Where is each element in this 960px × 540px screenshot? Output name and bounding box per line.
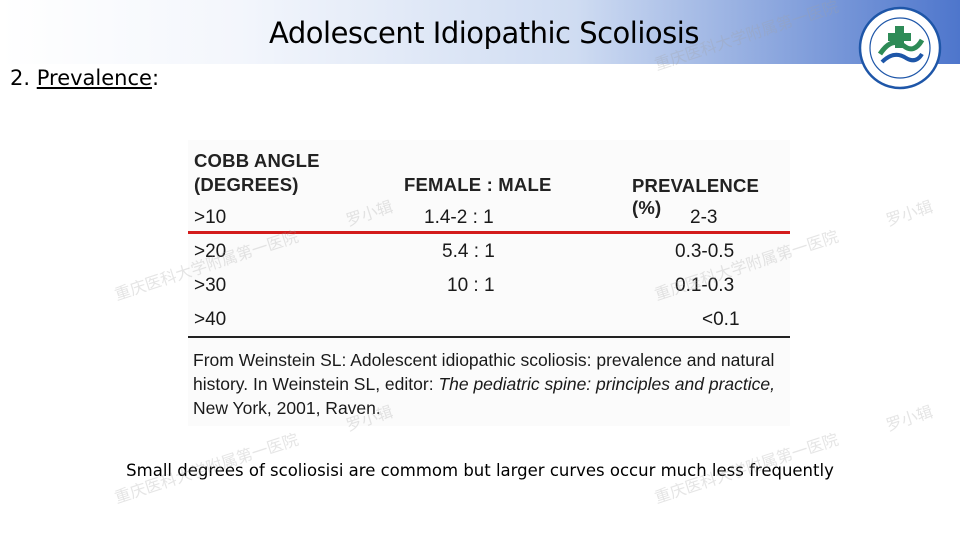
watermark-author-3: 罗小辑 [883,401,936,435]
row4-angle: >40 [194,309,227,330]
row1-angle: >10 [194,207,227,228]
row2-angle: >20 [194,241,227,262]
source-part1: From Weinstein SL: Adolescent idiopathic… [193,350,775,394]
header-prevalence: PREVALENCE (%) [632,175,760,218]
source-part2: New York, 2001, Raven. [193,398,381,418]
section-number: 2. [10,66,31,90]
prevalence-table: COBB ANGLE (DEGREES) FEMALE : MALE PREVA… [188,140,790,426]
header-cobb-line2: (DEGREES) [194,174,299,195]
hospital-logo [858,6,942,90]
highlight-line [188,231,790,234]
row3-prevalence: 0.1-0.3 [675,275,735,296]
watermark-author-2: 罗小辑 [883,196,936,230]
section-heading: 2. Prevalence: [10,66,159,90]
section-label: Prevalence [36,66,152,90]
row1-prevalence: 2-3 [690,207,718,228]
row3-angle: >30 [194,275,227,296]
row2-prevalence: 0.3-0.5 [675,241,735,262]
row4-prevalence: <0.1 [702,309,740,330]
table-bottom-rule [188,336,790,338]
header-band [0,0,960,64]
source-book: The pediatric spine: principles and prac… [438,374,776,394]
header-cobb-line1: COBB ANGLE [194,150,320,171]
slide-title: Adolescent Idiopathic Scoliosis [269,16,699,50]
source-citation: From Weinstein SL: Adolescent idiopathic… [193,348,791,420]
section-suffix: : [151,66,160,90]
row1-ratio: 1.4-2 : 1 [424,207,494,228]
header-ratio: FEMALE : MALE [404,174,552,195]
row2-ratio: 5.4 : 1 [442,241,495,262]
bottom-note: Small degrees of scoliosisi are commom b… [126,461,834,480]
row3-ratio: 10 : 1 [447,275,495,296]
